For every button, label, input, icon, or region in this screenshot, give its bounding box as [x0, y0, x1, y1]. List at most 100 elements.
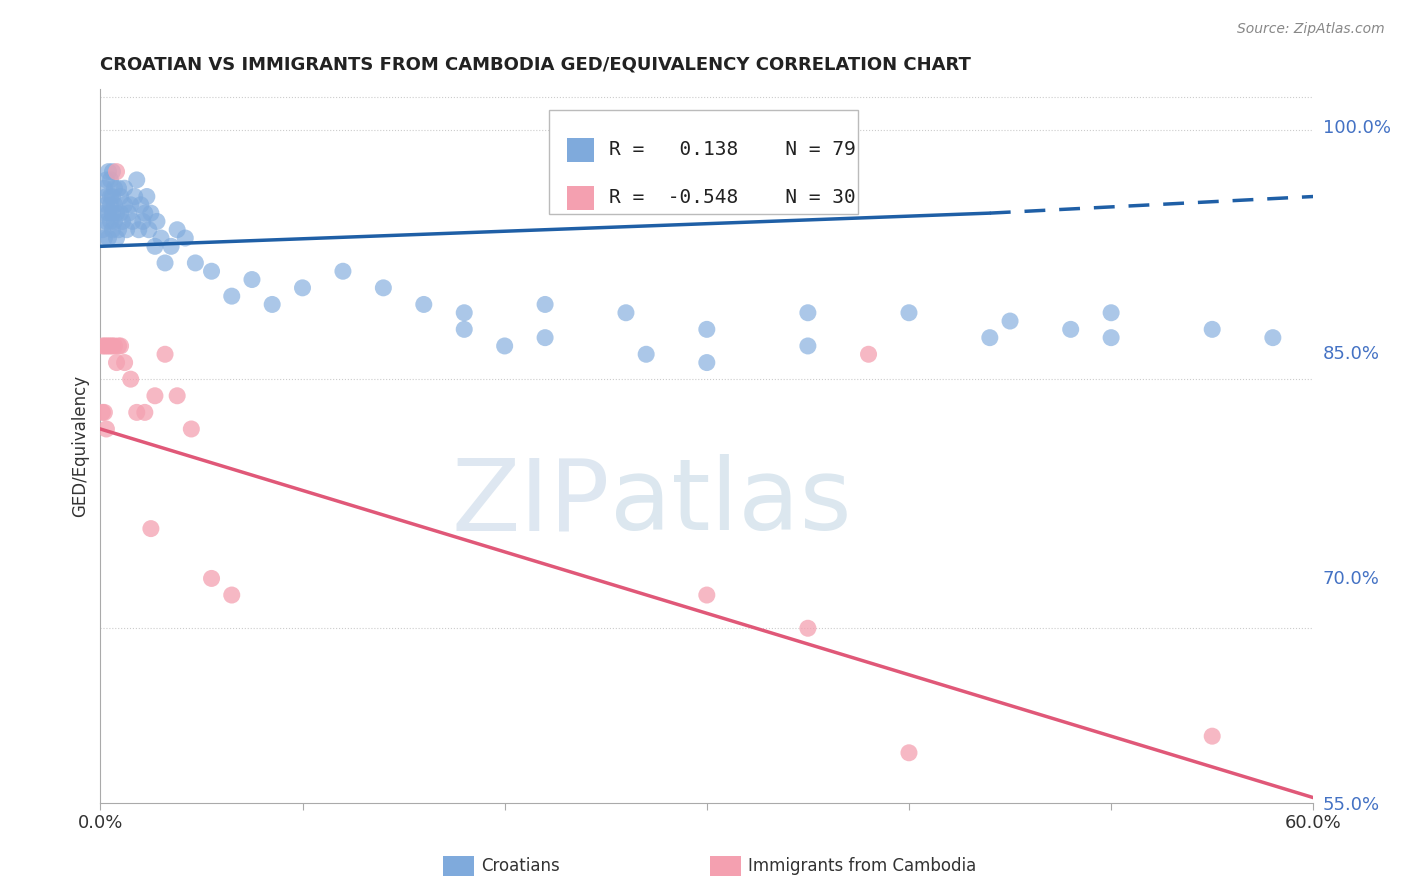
Point [105, 206, 128, 220]
Point [97, 164, 120, 178]
Point [200, 571, 222, 585]
Point [101, 223, 124, 237]
Text: R =  -0.548    N = 30: R = -0.548 N = 30 [609, 188, 855, 208]
Point [100, 214, 122, 228]
Text: Croatians: Croatians [481, 857, 560, 875]
FancyBboxPatch shape [550, 110, 859, 213]
Point [118, 206, 141, 220]
Point [1099, 306, 1122, 320]
Point [129, 198, 152, 212]
Point [166, 223, 188, 237]
Point [534, 297, 557, 311]
Point [696, 322, 718, 336]
Point [110, 339, 132, 353]
Point [614, 306, 637, 320]
Point [135, 189, 157, 203]
Point [139, 522, 162, 536]
Point [91, 339, 114, 353]
Point [114, 181, 136, 195]
Point [101, 339, 124, 353]
Point [143, 389, 166, 403]
Point [101, 189, 124, 203]
Point [200, 264, 222, 278]
Point [494, 339, 516, 353]
Point [138, 223, 160, 237]
Point [97, 231, 120, 245]
Point [332, 264, 354, 278]
Point [166, 389, 188, 403]
Point [100, 173, 122, 187]
Bar [568, 137, 593, 161]
Point [125, 173, 148, 187]
Point [291, 281, 314, 295]
Point [174, 231, 197, 245]
Point [93, 181, 115, 195]
Point [134, 405, 156, 419]
Point [115, 223, 138, 237]
Point [100, 189, 122, 203]
Point [146, 214, 169, 228]
Point [139, 206, 162, 220]
Point [120, 198, 142, 212]
Point [153, 347, 176, 361]
Point [897, 746, 920, 760]
Point [103, 214, 125, 228]
Point [107, 223, 129, 237]
Point [240, 272, 263, 286]
Point [101, 206, 124, 220]
Point [125, 405, 148, 419]
Point [91, 405, 114, 419]
Point [107, 339, 129, 353]
Point [797, 621, 820, 635]
Point [132, 214, 155, 228]
Point [93, 405, 115, 419]
Point [101, 164, 124, 178]
Point [103, 198, 125, 212]
Point [797, 339, 820, 353]
Point [120, 372, 142, 386]
Point [998, 314, 1021, 328]
Point [153, 256, 176, 270]
Point [221, 289, 243, 303]
Point [124, 189, 146, 203]
Point [696, 355, 718, 369]
Point [143, 239, 166, 253]
Point [96, 422, 118, 436]
Point [373, 281, 395, 295]
Point [184, 256, 207, 270]
Text: atlas: atlas [610, 454, 852, 551]
Y-axis label: GED/Equivalency: GED/Equivalency [72, 375, 89, 516]
Point [105, 164, 128, 178]
Point [105, 231, 128, 245]
Point [110, 206, 132, 220]
Point [93, 231, 115, 245]
Point [100, 198, 122, 212]
Point [93, 339, 115, 353]
Point [121, 214, 143, 228]
Point [111, 214, 134, 228]
Point [150, 231, 173, 245]
Point [180, 422, 202, 436]
Point [97, 339, 120, 353]
Point [93, 206, 115, 220]
Text: CROATIAN VS IMMIGRANTS FROM CAMBODIA GED/EQUIVALENCY CORRELATION CHART: CROATIAN VS IMMIGRANTS FROM CAMBODIA GED… [100, 55, 972, 73]
Point [797, 306, 820, 320]
Point [897, 306, 920, 320]
Point [534, 331, 557, 345]
Text: ZIP: ZIP [451, 454, 610, 551]
Point [100, 339, 122, 353]
Text: R =   0.138    N = 79: R = 0.138 N = 79 [609, 140, 855, 159]
Point [696, 588, 718, 602]
Point [1099, 331, 1122, 345]
Point [1060, 322, 1083, 336]
Point [103, 181, 125, 195]
Point [96, 198, 118, 212]
Point [97, 206, 120, 220]
Point [221, 588, 243, 602]
Point [110, 189, 132, 203]
Point [1261, 331, 1284, 345]
Point [453, 306, 475, 320]
Point [412, 297, 434, 311]
Point [114, 198, 136, 212]
Point [96, 339, 118, 353]
